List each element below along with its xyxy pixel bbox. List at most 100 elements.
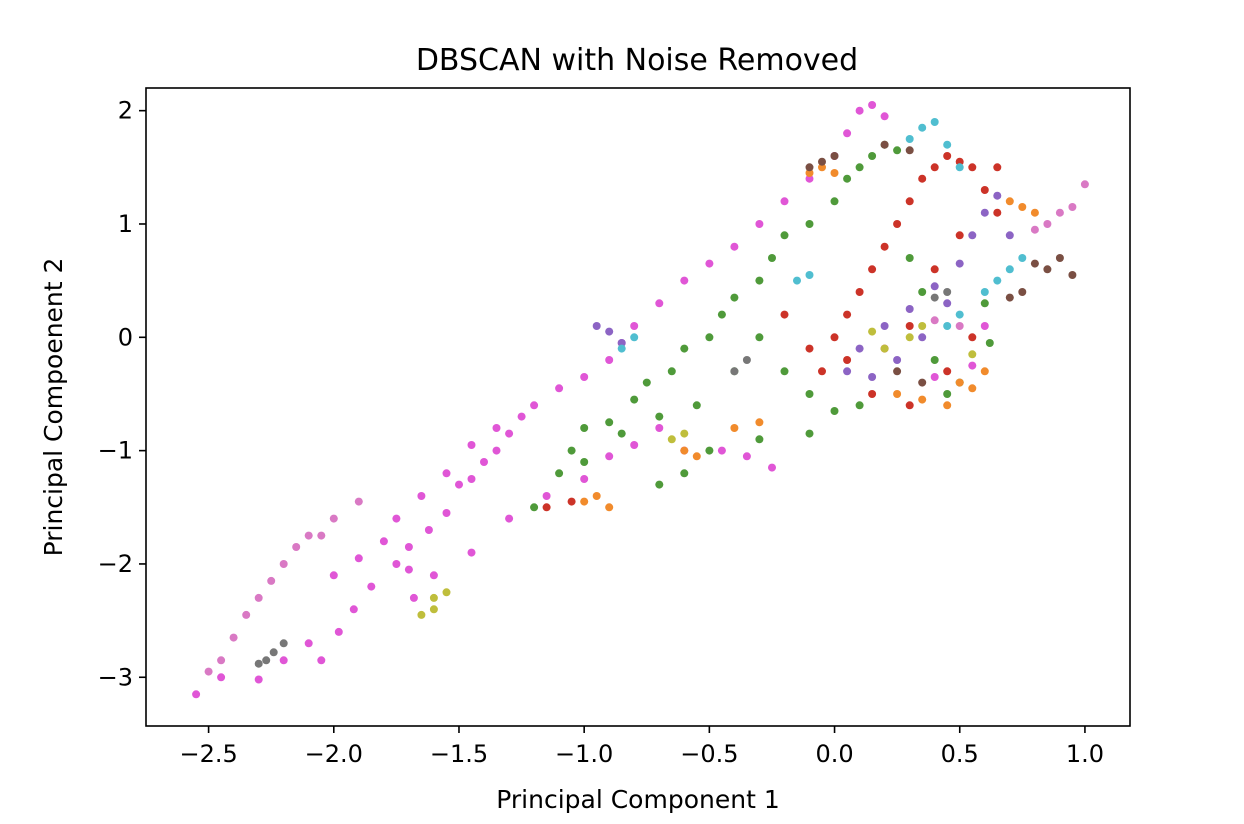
x-axis-label: Principal Component 1 [496, 785, 779, 814]
data-point [692, 452, 701, 461]
series-4 [580, 163, 1039, 512]
points-layer [192, 101, 1089, 699]
data-point [1055, 254, 1064, 262]
data-point [617, 339, 626, 347]
data-point [843, 356, 852, 364]
data-point [392, 560, 401, 568]
data-point [918, 288, 927, 296]
data-point [717, 446, 726, 455]
data-point [1043, 265, 1052, 274]
data-point [580, 458, 589, 466]
data-point [217, 656, 226, 665]
data-point [730, 424, 739, 432]
data-point [630, 322, 639, 330]
data-point [968, 384, 977, 393]
data-point [868, 101, 877, 109]
data-point [530, 401, 539, 410]
data-point [424, 526, 433, 534]
data-point [905, 197, 914, 206]
data-point [930, 316, 939, 325]
x-axis-ticks: −2.5 −2.0 −1.5 −1.0 −0.5 0.0 0.5 1.0 [179, 726, 1104, 768]
data-point [943, 140, 952, 149]
series-6 [805, 140, 1077, 387]
data-point [755, 435, 764, 444]
data-point [805, 169, 814, 177]
data-point [630, 395, 639, 404]
data-point [680, 344, 689, 353]
data-point [905, 305, 914, 313]
data-point [429, 593, 438, 602]
x-tick-label: −2.0 [305, 740, 363, 768]
data-point [918, 123, 927, 132]
data-point [192, 690, 201, 699]
x-tick-label: 0.0 [815, 740, 853, 768]
data-point [1018, 203, 1027, 211]
data-point [442, 469, 451, 478]
series-0 [192, 101, 989, 699]
data-point [843, 367, 852, 376]
data-point [580, 497, 589, 506]
data-point [1055, 208, 1064, 217]
data-point [893, 220, 902, 228]
data-point [1030, 225, 1039, 234]
data-point [755, 276, 764, 285]
data-point [592, 492, 601, 500]
data-point [868, 152, 877, 160]
data-point [467, 475, 476, 483]
data-point [955, 259, 964, 268]
data-point [905, 333, 914, 342]
data-point [868, 390, 877, 398]
data-point [893, 390, 902, 398]
data-point [742, 356, 751, 364]
data-point [267, 576, 276, 585]
x-tick-label: −1.5 [430, 740, 488, 768]
y-tick-label: −2 [98, 550, 133, 578]
data-point [968, 350, 977, 359]
series-2 [542, 152, 1002, 512]
data-point [442, 509, 451, 517]
data-point [955, 378, 964, 387]
data-point [880, 242, 889, 251]
data-point [985, 339, 994, 347]
data-point [918, 174, 927, 183]
data-point [843, 174, 852, 183]
data-point [254, 659, 263, 668]
data-point [229, 633, 238, 642]
x-tick-label: −1.0 [555, 740, 613, 768]
data-point [1068, 271, 1077, 279]
data-point [980, 322, 989, 330]
data-point [505, 429, 514, 438]
data-point [818, 163, 826, 172]
data-point [905, 254, 914, 262]
data-point [329, 514, 338, 523]
data-point [542, 492, 551, 500]
data-point [955, 157, 964, 166]
data-point [1005, 293, 1014, 302]
data-point [805, 271, 814, 279]
data-point [279, 560, 288, 568]
data-point [530, 503, 539, 512]
data-point [1005, 231, 1014, 240]
data-point [830, 152, 839, 160]
data-point [354, 497, 363, 506]
x-tick-label: −2.5 [179, 740, 237, 768]
data-point [605, 418, 614, 427]
data-point [730, 242, 739, 251]
data-point [242, 610, 251, 619]
series-5 [617, 118, 1027, 353]
data-point [429, 571, 438, 580]
data-point [379, 537, 388, 546]
data-point [404, 565, 413, 574]
data-point [880, 344, 889, 353]
data-point [980, 367, 989, 376]
series-3 [592, 191, 1014, 381]
data-point [392, 514, 401, 523]
data-point [655, 424, 664, 432]
data-point [329, 571, 338, 580]
data-point [943, 322, 952, 330]
data-point [642, 378, 651, 387]
x-tick-label: 1.0 [1066, 740, 1104, 768]
data-point [980, 299, 989, 308]
data-point [755, 418, 764, 427]
data-point [334, 627, 343, 636]
